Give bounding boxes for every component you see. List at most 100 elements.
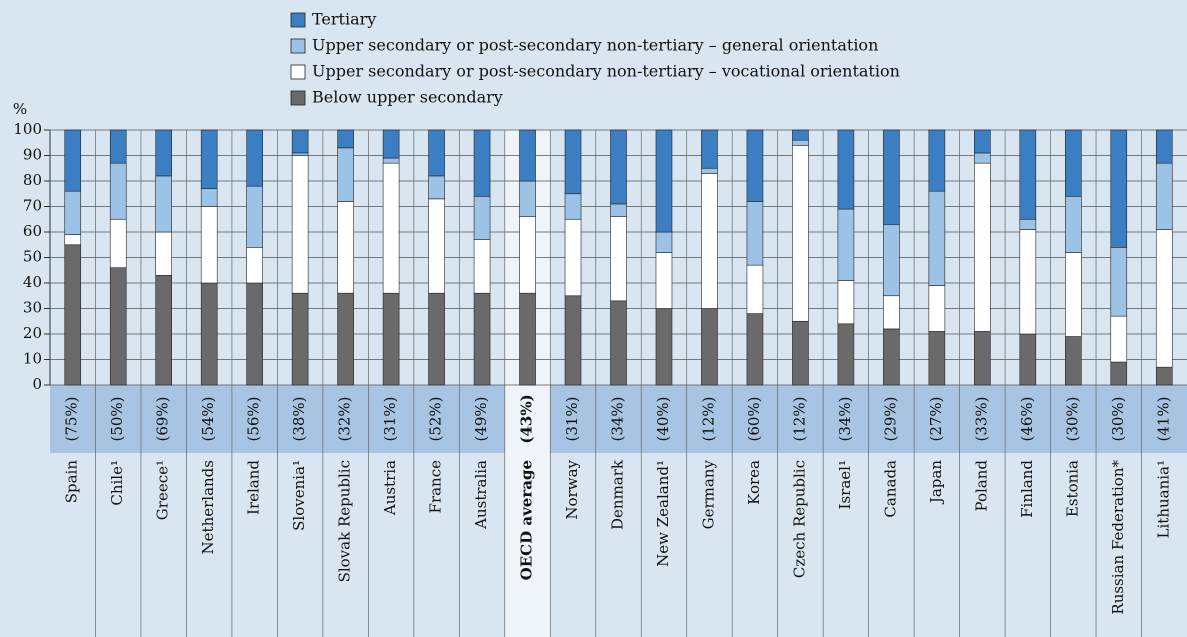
- legend-swatch: [290, 38, 306, 54]
- bar-segment: [837, 280, 855, 325]
- annotation: (43%): [518, 394, 536, 443]
- bar-segment: [1155, 366, 1173, 386]
- bar-segment: [155, 275, 172, 386]
- annotation: (31%): [563, 396, 581, 441]
- bar-segment: [1019, 333, 1037, 386]
- x-tick-label: Germany: [699, 459, 717, 529]
- bar-segment: [1110, 247, 1128, 317]
- x-tick-label: Canada: [881, 460, 899, 518]
- bar-segment: [837, 208, 855, 281]
- bar-segment: [428, 175, 445, 200]
- bar-segment: [746, 313, 764, 386]
- bar-segment: [337, 147, 354, 202]
- bar-segment: [155, 175, 172, 233]
- bar-segment: [428, 292, 445, 386]
- x-tick-label: Norway: [563, 459, 581, 519]
- annotation: (27%): [927, 396, 945, 441]
- bar-segment: [64, 190, 82, 235]
- x-tick-label: Lithuania¹: [1154, 460, 1172, 538]
- bar-segment: [837, 323, 855, 386]
- bar-segment: [883, 129, 900, 225]
- bar-segment: [382, 292, 400, 386]
- legend-label: Tertiary: [312, 10, 376, 29]
- annotation: (69%): [154, 396, 172, 441]
- y-tick-label: 50: [23, 248, 42, 266]
- bar-segment: [1065, 336, 1082, 386]
- bar-segment: [883, 328, 900, 386]
- bar-segment: [428, 198, 445, 294]
- y-tick-label: 90: [23, 146, 42, 164]
- bar-segment: [928, 285, 946, 332]
- bar-segment: [610, 300, 627, 386]
- bar-segment: [382, 157, 400, 164]
- bar-segment: [246, 129, 263, 187]
- bar-segment: [837, 129, 855, 210]
- x-tick-label: Denmark: [609, 459, 627, 530]
- bar-segment: [610, 203, 627, 217]
- annotation: (34%): [609, 396, 627, 441]
- annotation: (46%): [1018, 396, 1036, 441]
- bar-segment: [337, 201, 354, 294]
- legend-swatch: [290, 64, 306, 80]
- x-tick-label: Australia: [472, 460, 490, 530]
- bar-segment: [701, 173, 718, 309]
- bar-segment: [337, 129, 354, 149]
- bar-segment: [974, 129, 991, 154]
- x-tick-label: Finland: [1018, 460, 1036, 518]
- legend-swatch: [290, 12, 306, 28]
- bar-segment: [792, 320, 809, 386]
- annotation: (34%): [836, 396, 854, 441]
- bar-segment: [701, 167, 718, 174]
- bar-segment: [701, 308, 718, 386]
- annotation: (30%): [1109, 396, 1127, 441]
- bar-segment: [109, 129, 127, 164]
- bar-segment: [473, 129, 491, 197]
- x-tick-label: Israel¹: [836, 460, 854, 509]
- annotation: (32%): [336, 396, 354, 441]
- annotation: (30%): [1063, 396, 1081, 441]
- x-tick-label: Chile¹: [108, 460, 126, 506]
- y-tick-label: 80: [23, 171, 42, 189]
- bar-segment: [64, 234, 82, 246]
- bar-segment: [291, 152, 309, 156]
- bar-segment: [655, 252, 673, 309]
- annotation: (12%): [699, 396, 717, 441]
- annotation: (41%): [1154, 396, 1172, 441]
- bar-segment: [564, 193, 582, 220]
- bar-segment: [428, 129, 445, 177]
- annotation: (54%): [199, 396, 217, 441]
- bar-segment: [155, 231, 172, 276]
- x-tick-label: Greece¹: [154, 460, 172, 520]
- bar-segment: [1110, 315, 1128, 363]
- bar-segment: [974, 162, 991, 332]
- bar-segment: [792, 129, 809, 141]
- bar-segment: [1155, 162, 1173, 230]
- bar-segment: [519, 129, 536, 182]
- y-tick-label: 0: [32, 375, 42, 393]
- annotation: (40%): [654, 396, 672, 441]
- bar-segment: [701, 129, 718, 169]
- x-tick-label: Netherlands: [199, 460, 217, 554]
- bar-segment: [1019, 218, 1037, 230]
- bar-segment: [1155, 129, 1173, 164]
- y-tick-label: 20: [23, 324, 42, 342]
- annotation: (33%): [972, 396, 990, 441]
- annotation: (49%): [472, 396, 490, 441]
- x-tick-label: Japan: [927, 460, 945, 506]
- legend-label: Upper secondary or post-secondary non-te…: [312, 36, 878, 55]
- x-tick-label: France: [427, 460, 445, 514]
- bar-segment: [382, 162, 400, 294]
- bar-segment: [109, 218, 127, 269]
- annotation: (50%): [108, 396, 126, 441]
- bar-segment: [928, 190, 946, 286]
- y-tick-label: 30: [23, 299, 42, 317]
- bar-segment: [473, 196, 491, 240]
- x-tick-label: Czech Republic: [790, 460, 808, 578]
- bar-segment: [246, 282, 263, 386]
- annotation: (52%): [427, 396, 445, 441]
- bar-segment: [883, 224, 900, 297]
- x-tick-label: Korea: [745, 460, 763, 505]
- y-axis-label: %: [13, 100, 27, 118]
- bar-segment: [655, 231, 673, 253]
